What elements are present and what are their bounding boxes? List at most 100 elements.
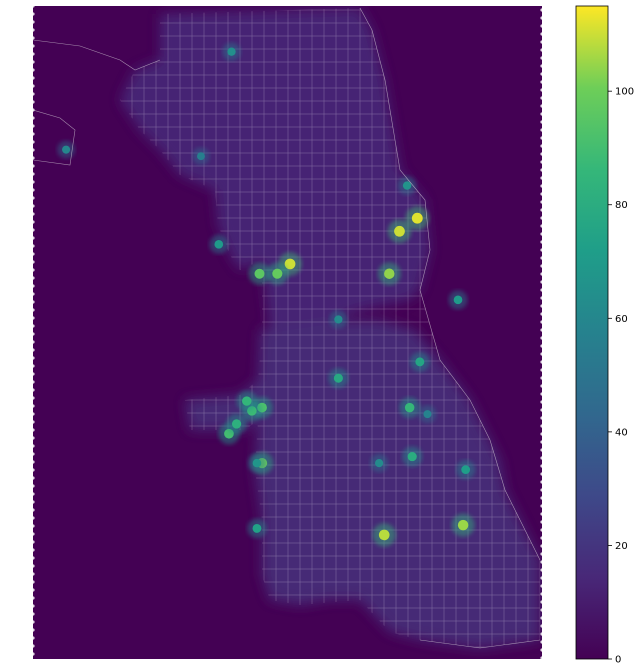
edge-hex: [540, 392, 542, 396]
edge-hex: [540, 56, 542, 60]
edge-hex: [540, 536, 542, 540]
edge-hex: [33, 108, 35, 112]
hotspot-17: [407, 451, 417, 462]
hotspot-1: [411, 212, 423, 224]
edge-hex: [33, 396, 35, 400]
edge-hex: [540, 648, 542, 652]
edge-hex: [33, 276, 35, 280]
hotspot-20: [214, 240, 224, 249]
edge-hex: [33, 188, 35, 192]
edge-hex: [540, 224, 542, 228]
hexbin-edges: [33, 6, 542, 659]
edge-hex: [33, 556, 35, 560]
edge-hex: [540, 376, 542, 380]
edge-hex: [540, 592, 542, 596]
edge-hex: [33, 140, 35, 144]
edge-hex: [33, 212, 35, 216]
edge-hex: [33, 308, 35, 312]
edge-hex: [540, 384, 542, 388]
edge-hex: [540, 184, 542, 188]
region-outlines: [33, 7, 541, 649]
edge-hex: [540, 640, 542, 644]
edge-hex: [33, 12, 35, 16]
colorbar-tick-label: 80: [615, 200, 628, 211]
edge-hex: [33, 100, 35, 104]
edge-hex: [33, 204, 35, 208]
edge-hex: [540, 528, 542, 532]
edge-hex: [33, 540, 35, 544]
edge-hex: [33, 260, 35, 264]
edge-hex: [33, 436, 35, 440]
edge-hex: [540, 296, 542, 300]
edge-hex: [540, 480, 542, 484]
hotspot-6: [272, 268, 283, 279]
edge-hex: [540, 256, 542, 260]
edge-hex: [540, 400, 542, 404]
hotspot-19: [252, 523, 262, 533]
edge-hex: [33, 572, 35, 576]
edge-hex: [540, 600, 542, 604]
edge-hex: [540, 624, 542, 628]
edge-hex: [33, 524, 35, 528]
edge-hex: [540, 240, 542, 244]
colorbar-frame: [575, 5, 609, 660]
edge-hex: [540, 584, 542, 588]
edge-hex: [33, 596, 35, 600]
outline-west-suburb: [33, 109, 76, 166]
edge-hex: [33, 620, 35, 624]
hotspot-22: [453, 295, 463, 305]
edge-hex: [540, 576, 542, 580]
edge-hex: [33, 84, 35, 88]
edge-hex: [540, 440, 542, 444]
edge-hex: [540, 128, 542, 132]
edge-hex: [33, 580, 35, 584]
edge-hex: [540, 448, 542, 452]
edge-hex: [33, 132, 35, 136]
edge-hex: [540, 40, 542, 44]
edge-hex: [33, 124, 35, 128]
edge-hex: [540, 24, 542, 28]
edge-hex: [33, 236, 35, 240]
edge-hex: [540, 504, 542, 508]
edge-hex: [540, 320, 542, 324]
edge-hex: [540, 632, 542, 636]
edge-hex: [540, 288, 542, 292]
edge-hex: [33, 68, 35, 72]
edge-hex: [33, 380, 35, 384]
hotspot-28: [375, 458, 384, 468]
edge-hex: [540, 408, 542, 412]
edge-hex: [33, 548, 35, 552]
edge-hex: [540, 168, 542, 172]
hotspot-14: [242, 396, 252, 406]
edge-hex: [540, 160, 542, 164]
hotspot-29: [423, 410, 432, 419]
edge-hex: [33, 284, 35, 288]
edge-hex: [540, 144, 542, 148]
edge-hex: [540, 432, 542, 436]
edge-hex: [33, 220, 35, 224]
city-density-layer: [120, 8, 540, 648]
edge-hex: [540, 608, 542, 612]
edge-hex: [33, 92, 35, 96]
hotspot-30: [197, 152, 205, 161]
edge-hex: [33, 180, 35, 184]
edge-hex: [33, 36, 35, 40]
hotspot-16: [333, 373, 343, 383]
colorbar-tick-label: 20: [615, 541, 628, 552]
colorbar-tick-label: 60: [615, 314, 628, 325]
edge-hex: [540, 488, 542, 492]
outline-lakeshore: [359, 7, 541, 561]
hotspot-18: [415, 357, 425, 367]
edge-hex: [33, 116, 35, 120]
edge-hex: [33, 196, 35, 200]
hotspot-15: [231, 419, 242, 429]
edge-hex: [540, 48, 542, 52]
edge-hex: [33, 364, 35, 368]
edge-hex: [540, 264, 542, 268]
edge-hex: [33, 420, 35, 424]
edge-hex: [540, 472, 542, 476]
edge-hex: [540, 272, 542, 276]
edge-hex: [540, 8, 542, 12]
city-region-south: [185, 320, 540, 648]
edge-hex: [540, 496, 542, 500]
